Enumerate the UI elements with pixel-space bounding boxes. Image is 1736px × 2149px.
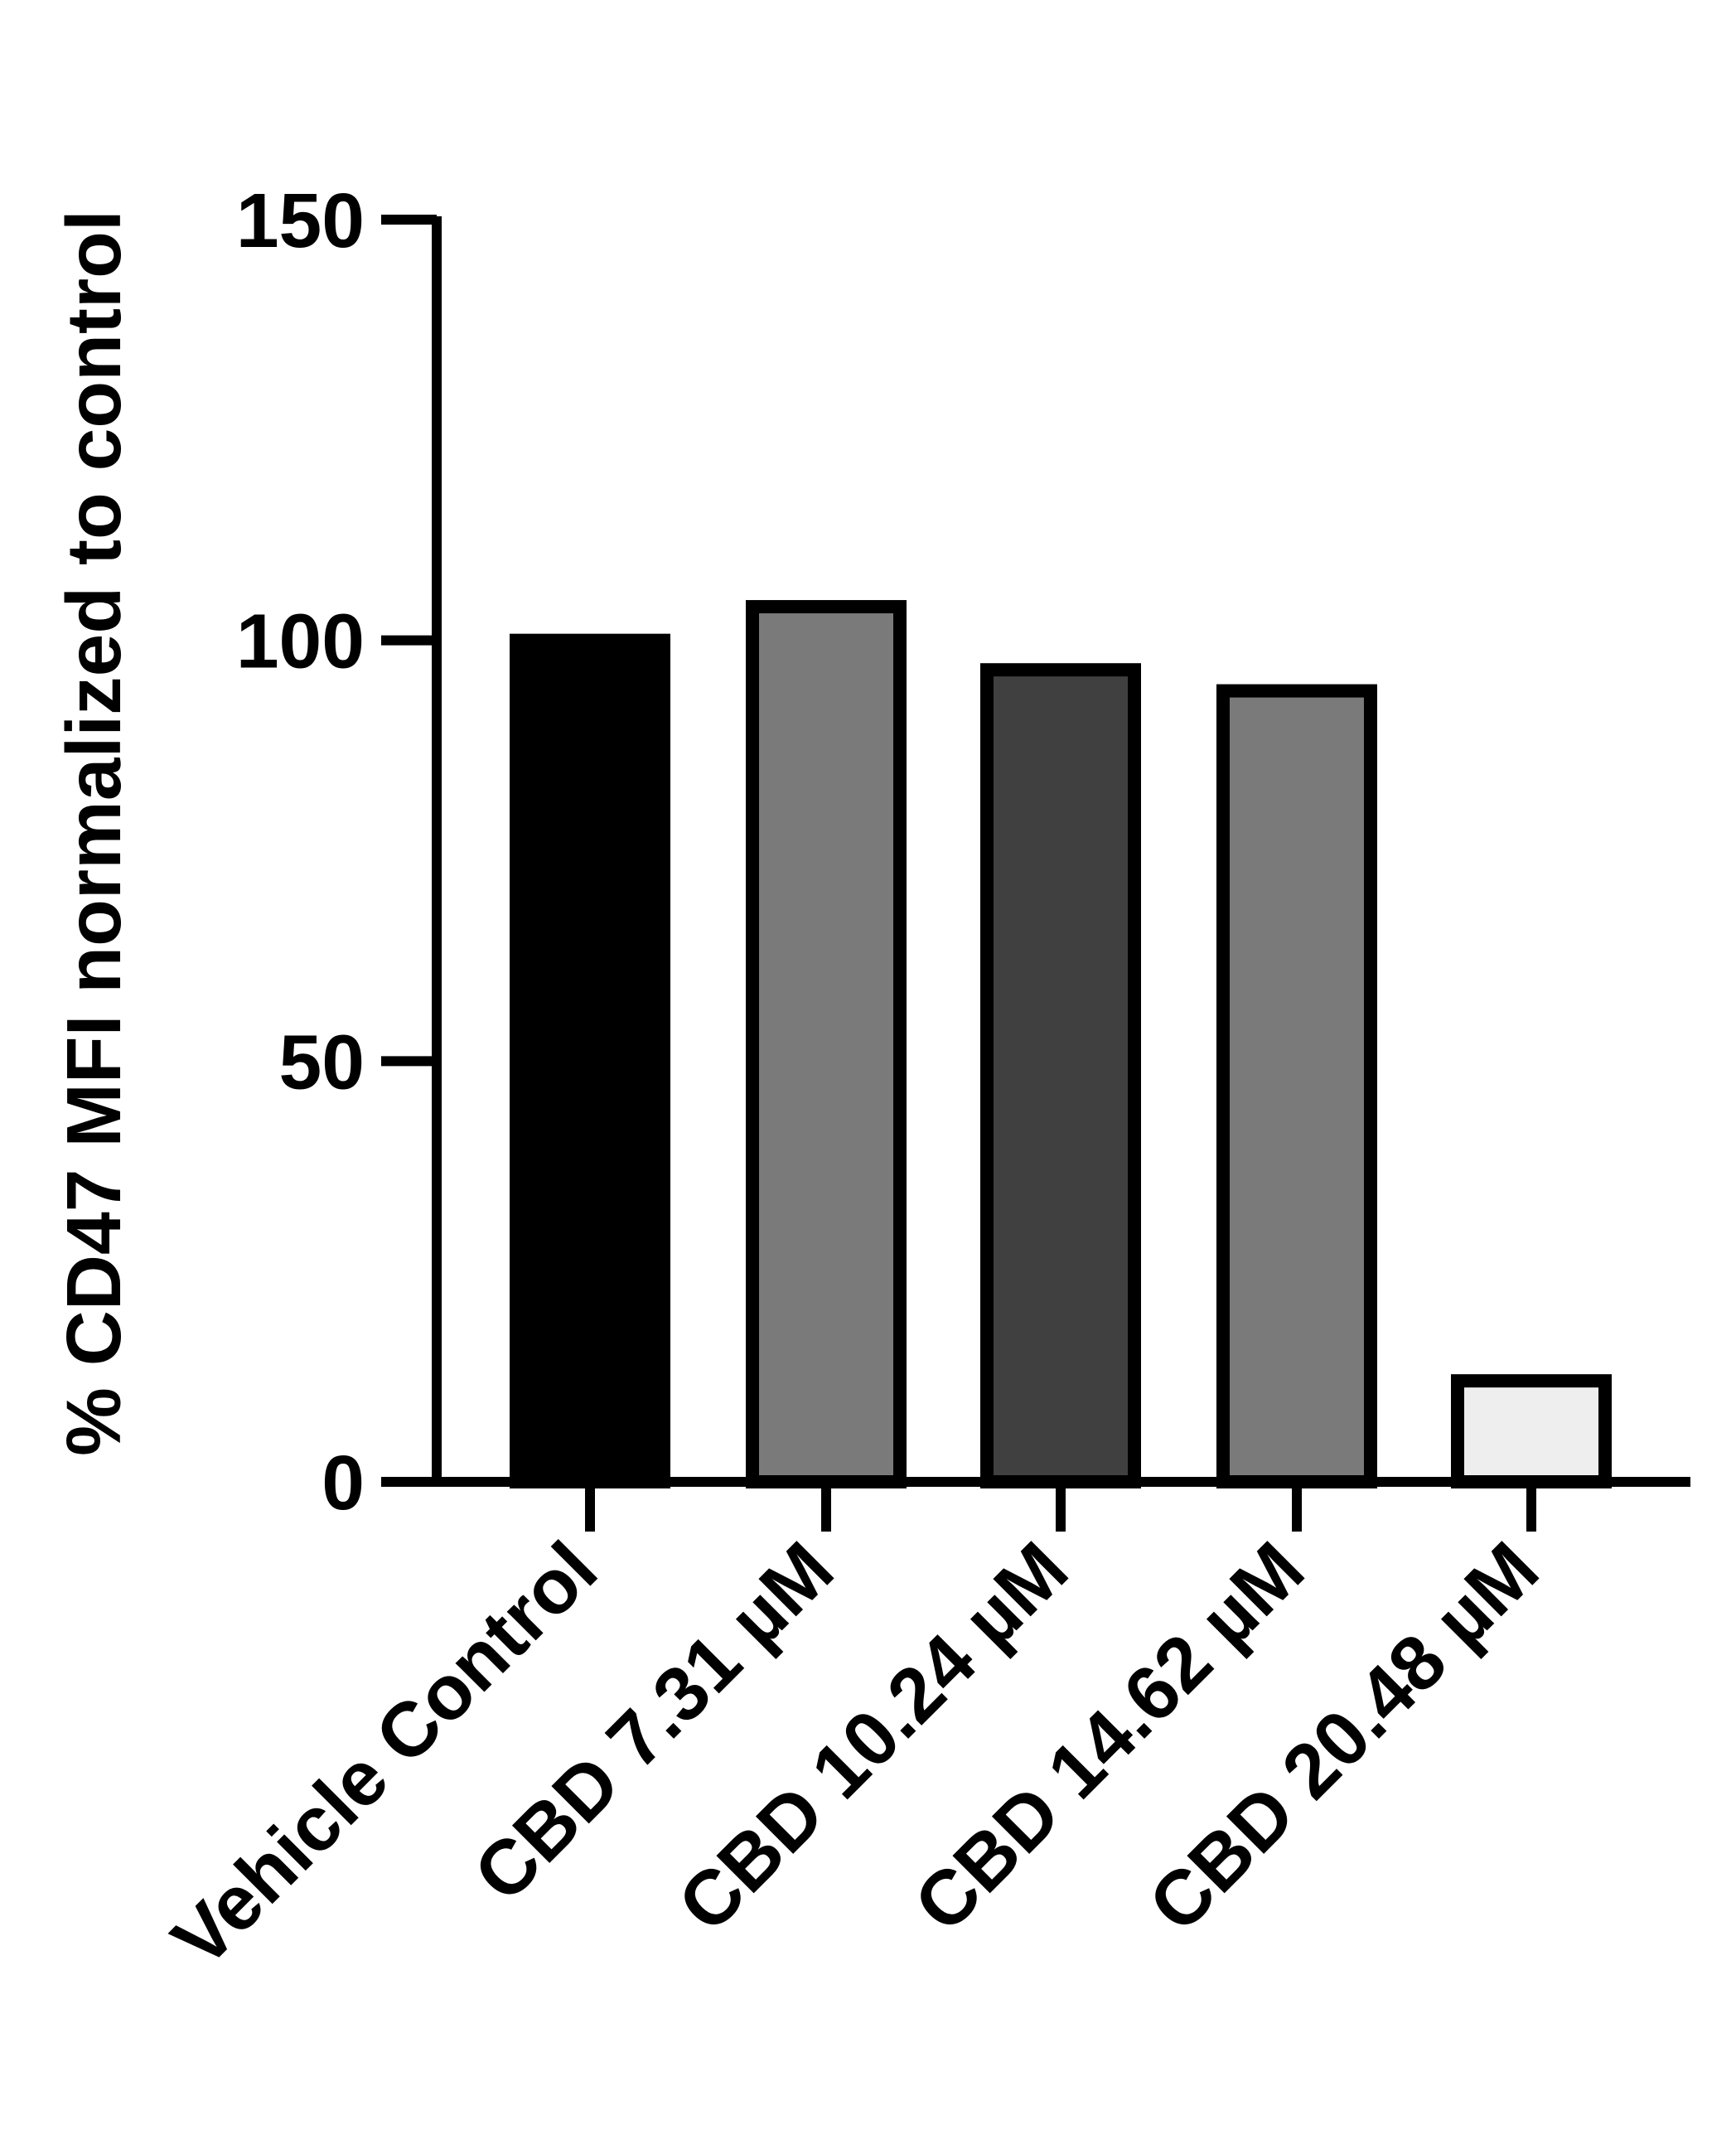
y-tick-label: 50	[279, 1019, 365, 1105]
bar	[1216, 684, 1377, 1488]
bar	[746, 600, 907, 1488]
y-tick-label: 100	[236, 598, 365, 685]
y-tick-label: 0	[322, 1440, 365, 1526]
y-axis-title: % CD47 MFI normalized to control	[51, 210, 137, 1456]
y-tick-label: 150	[236, 177, 365, 264]
x-tick-label: Vehicle Control	[156, 1526, 613, 1983]
bar	[980, 663, 1141, 1488]
bar	[1451, 1374, 1612, 1489]
bars-layer	[510, 600, 1612, 1489]
bar	[510, 633, 670, 1488]
